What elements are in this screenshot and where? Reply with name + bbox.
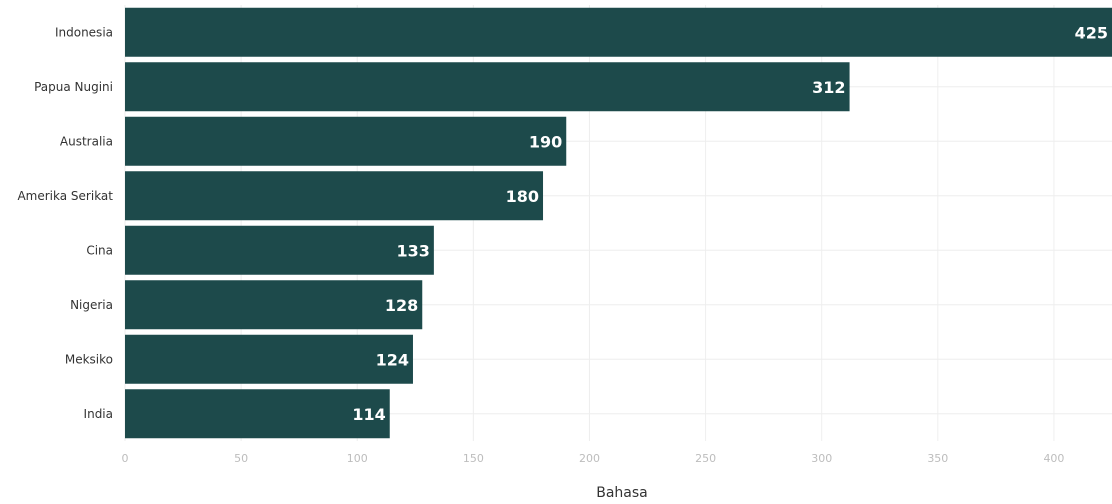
bar[interactable] xyxy=(125,280,423,330)
x-tick-label: 350 xyxy=(927,452,948,465)
category-label: Papua Nugini xyxy=(34,80,113,94)
value-label: 190 xyxy=(529,132,562,151)
category-label: Meksiko xyxy=(65,352,113,366)
category-label: Cina xyxy=(86,243,113,257)
category-label: Indonesia xyxy=(55,25,113,39)
category-label: Nigeria xyxy=(70,298,113,312)
bar-layer xyxy=(125,7,1112,439)
x-tick-label: 250 xyxy=(695,452,716,465)
category-labels: Indonesia Papua Nugini Australia Amerika Se… xyxy=(17,25,113,421)
x-tick-label: 300 xyxy=(811,452,832,465)
x-tick-label: 0 xyxy=(122,452,129,465)
value-label: 114 xyxy=(352,405,385,424)
bar[interactable] xyxy=(125,225,434,275)
value-labels: 425 312 190 180 133 128 124 114 xyxy=(352,23,1108,424)
value-label: 133 xyxy=(396,241,429,260)
x-tick-label: 100 xyxy=(347,452,368,465)
x-tick-label: 50 xyxy=(234,452,248,465)
value-label: 128 xyxy=(385,296,418,315)
category-label: Amerika Serikat xyxy=(17,189,113,203)
value-label: 180 xyxy=(506,187,539,206)
x-axis-title: Bahasa xyxy=(596,485,648,500)
value-label: 312 xyxy=(812,78,845,97)
category-label: Australia xyxy=(60,134,113,148)
bar[interactable] xyxy=(125,334,413,384)
x-tick-label: 400 xyxy=(1043,452,1064,465)
bar[interactable] xyxy=(125,116,567,166)
value-label: 425 xyxy=(1075,23,1108,42)
bar[interactable] xyxy=(125,389,390,439)
x-tick-labels: 0 50 100 150 200 250 300 350 400 xyxy=(122,452,1065,465)
category-label: India xyxy=(84,407,113,421)
value-label: 124 xyxy=(376,350,409,369)
bar[interactable] xyxy=(125,7,1112,57)
bar[interactable] xyxy=(125,62,850,112)
x-tick-label: 150 xyxy=(463,452,484,465)
x-tick-label: 200 xyxy=(579,452,600,465)
bar[interactable] xyxy=(125,171,544,221)
